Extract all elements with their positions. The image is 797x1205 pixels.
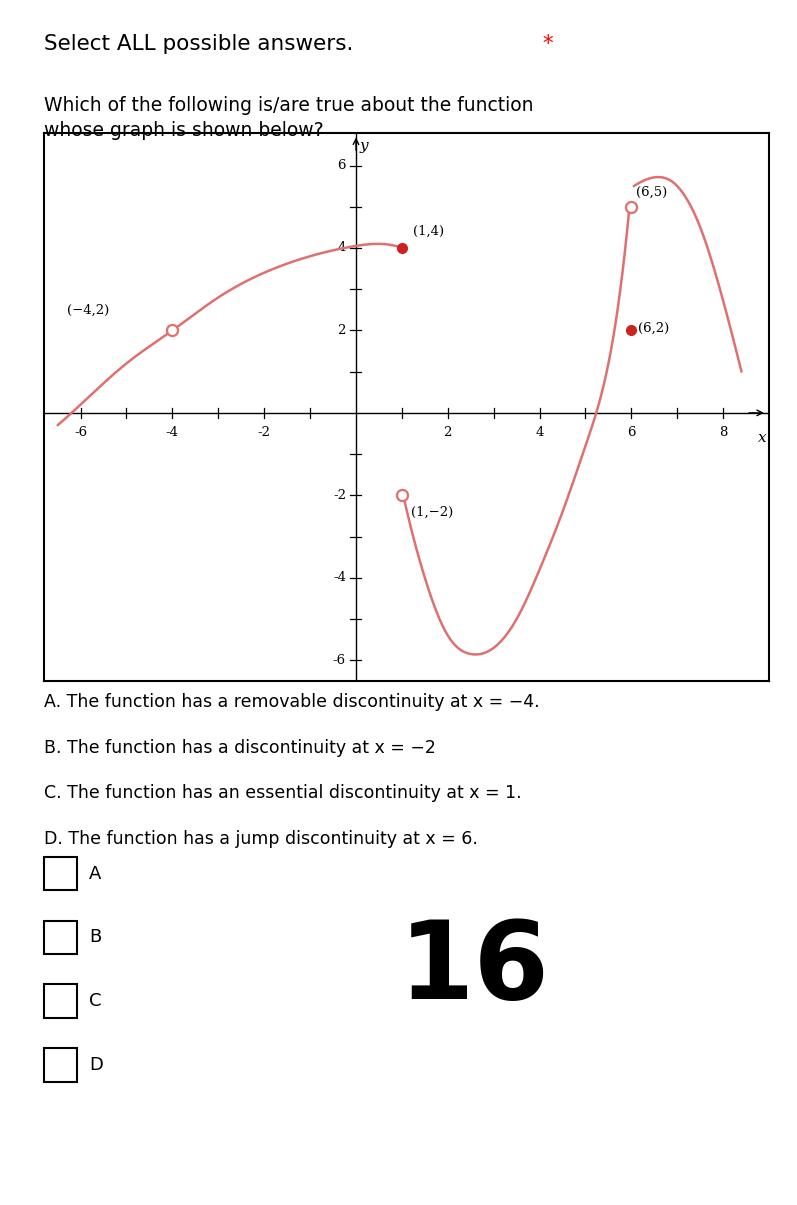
Text: Which of the following is/are true about the function
whose graph is shown below: Which of the following is/are true about… (44, 96, 533, 141)
Text: B: B (89, 929, 101, 946)
Text: -6: -6 (333, 654, 346, 666)
Text: *: * (536, 34, 553, 54)
Text: 2: 2 (337, 324, 346, 337)
Text: D. The function has a jump discontinuity at x = 6.: D. The function has a jump discontinuity… (44, 830, 477, 848)
Text: A: A (89, 865, 102, 882)
Text: -6: -6 (74, 427, 87, 439)
Text: C. The function has an essential discontinuity at x = 1.: C. The function has an essential discont… (44, 784, 521, 803)
Text: (−4,2): (−4,2) (67, 304, 109, 316)
Text: -4: -4 (333, 571, 346, 584)
Text: 6: 6 (337, 159, 346, 172)
Text: B. The function has a discontinuity at x = −2: B. The function has a discontinuity at x… (44, 739, 436, 757)
Text: -4: -4 (166, 427, 179, 439)
Text: 16: 16 (398, 916, 549, 1022)
Text: C: C (89, 993, 102, 1010)
Text: (1,−2): (1,−2) (411, 506, 453, 518)
Text: (6,5): (6,5) (636, 186, 667, 199)
Text: -2: -2 (257, 427, 271, 439)
Text: 8: 8 (719, 427, 728, 439)
Text: D: D (89, 1057, 103, 1074)
Text: x: x (758, 431, 767, 446)
Text: 6: 6 (627, 427, 636, 439)
Text: Select ALL possible answers.: Select ALL possible answers. (44, 34, 353, 54)
Text: (6,2): (6,2) (638, 322, 669, 335)
Text: y: y (360, 139, 368, 153)
Text: 2: 2 (444, 427, 452, 439)
Text: 4: 4 (536, 427, 544, 439)
Text: 4: 4 (337, 241, 346, 254)
Text: -2: -2 (333, 489, 346, 501)
Text: A. The function has a removable discontinuity at x = −4.: A. The function has a removable disconti… (44, 693, 540, 711)
Text: (1,4): (1,4) (414, 224, 445, 237)
